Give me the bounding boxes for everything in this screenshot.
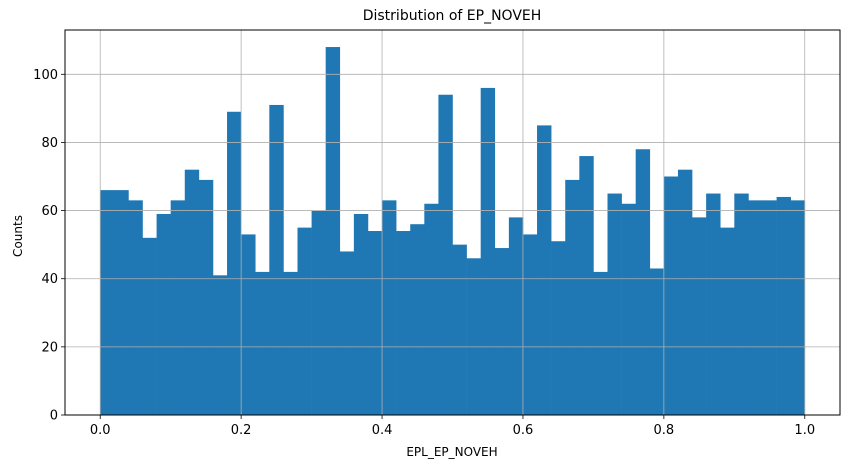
histogram-bar xyxy=(692,217,707,415)
histogram-bar xyxy=(382,200,397,415)
histogram-bar xyxy=(706,193,721,415)
histogram-bar xyxy=(677,169,693,415)
histogram-bar xyxy=(255,271,270,415)
y-tick-label: 40 xyxy=(41,272,58,287)
histogram-bar xyxy=(283,271,298,415)
y-axis-label: Counts xyxy=(11,215,25,257)
y-tick-label: 100 xyxy=(33,68,58,83)
histogram-bar xyxy=(593,271,608,415)
histogram-bar xyxy=(170,200,186,415)
histogram-bar xyxy=(466,258,481,415)
x-tick-label: 1.0 xyxy=(794,423,815,438)
x-axis-ticks: 0.0 0.2 0.4 0.6 0.8 1.0 xyxy=(90,415,815,438)
histogram-bar xyxy=(663,176,679,415)
histogram-bar xyxy=(522,234,538,415)
histogram-bar xyxy=(621,203,636,415)
histogram-bar xyxy=(325,47,341,415)
chart-title: Distribution of EP_NOVEH xyxy=(363,8,542,24)
histogram-bar xyxy=(635,149,651,415)
histogram-bar xyxy=(142,237,157,415)
histogram-bar xyxy=(198,179,214,415)
histogram-bar xyxy=(649,268,665,415)
x-tick-label: 0.4 xyxy=(372,423,393,438)
histogram-bar xyxy=(480,87,496,416)
histogram-bar xyxy=(607,193,622,415)
y-tick-label: 80 xyxy=(41,136,58,151)
x-tick-label: 0.8 xyxy=(654,423,675,438)
histogram-bar xyxy=(311,210,326,415)
bars-group xyxy=(100,47,806,416)
histogram-bar xyxy=(269,104,284,415)
histogram-bar xyxy=(156,213,171,415)
y-tick-label: 0 xyxy=(50,409,58,424)
plot-frame xyxy=(64,29,841,416)
histogram-bar xyxy=(367,231,383,415)
histogram-bar xyxy=(452,244,467,415)
x-tick-label: 0.0 xyxy=(90,423,111,438)
histogram-bar xyxy=(353,213,369,415)
grid-lines-front xyxy=(65,30,840,416)
y-axis-ticks: 0 20 40 60 80 100 xyxy=(33,68,65,424)
histogram-bar xyxy=(551,241,566,415)
histogram-bar xyxy=(339,251,355,415)
histogram-bar xyxy=(565,179,580,415)
histogram-bar xyxy=(720,227,735,415)
histogram-bar xyxy=(396,231,411,415)
histogram-bar xyxy=(128,200,143,415)
histogram-bar xyxy=(579,156,594,415)
histogram-bar xyxy=(776,196,791,415)
histogram-bar xyxy=(410,224,425,415)
y-tick-label: 60 xyxy=(41,204,58,219)
histogram-bar xyxy=(424,203,439,415)
histogram-bar xyxy=(114,190,129,415)
histogram-bar xyxy=(100,190,115,415)
histogram-bar xyxy=(748,200,763,415)
histogram-bar xyxy=(762,200,777,415)
histogram-bar xyxy=(184,169,200,415)
x-tick-label: 0.2 xyxy=(231,423,252,438)
histogram-bar xyxy=(297,227,312,415)
histogram-bar xyxy=(438,94,453,416)
histogram-bar xyxy=(790,200,806,415)
histogram-bar xyxy=(508,217,524,415)
histogram-bar xyxy=(494,248,510,415)
histogram-bar xyxy=(241,234,256,415)
histogram-bar xyxy=(537,125,552,416)
histogram-bar xyxy=(212,275,228,415)
y-tick-label: 20 xyxy=(41,340,58,355)
histogram-bar xyxy=(227,111,242,416)
x-axis-label: EPL_EP_NOVEH xyxy=(406,445,497,459)
x-tick-label: 0.6 xyxy=(513,423,534,438)
histogram-bar xyxy=(734,193,749,415)
